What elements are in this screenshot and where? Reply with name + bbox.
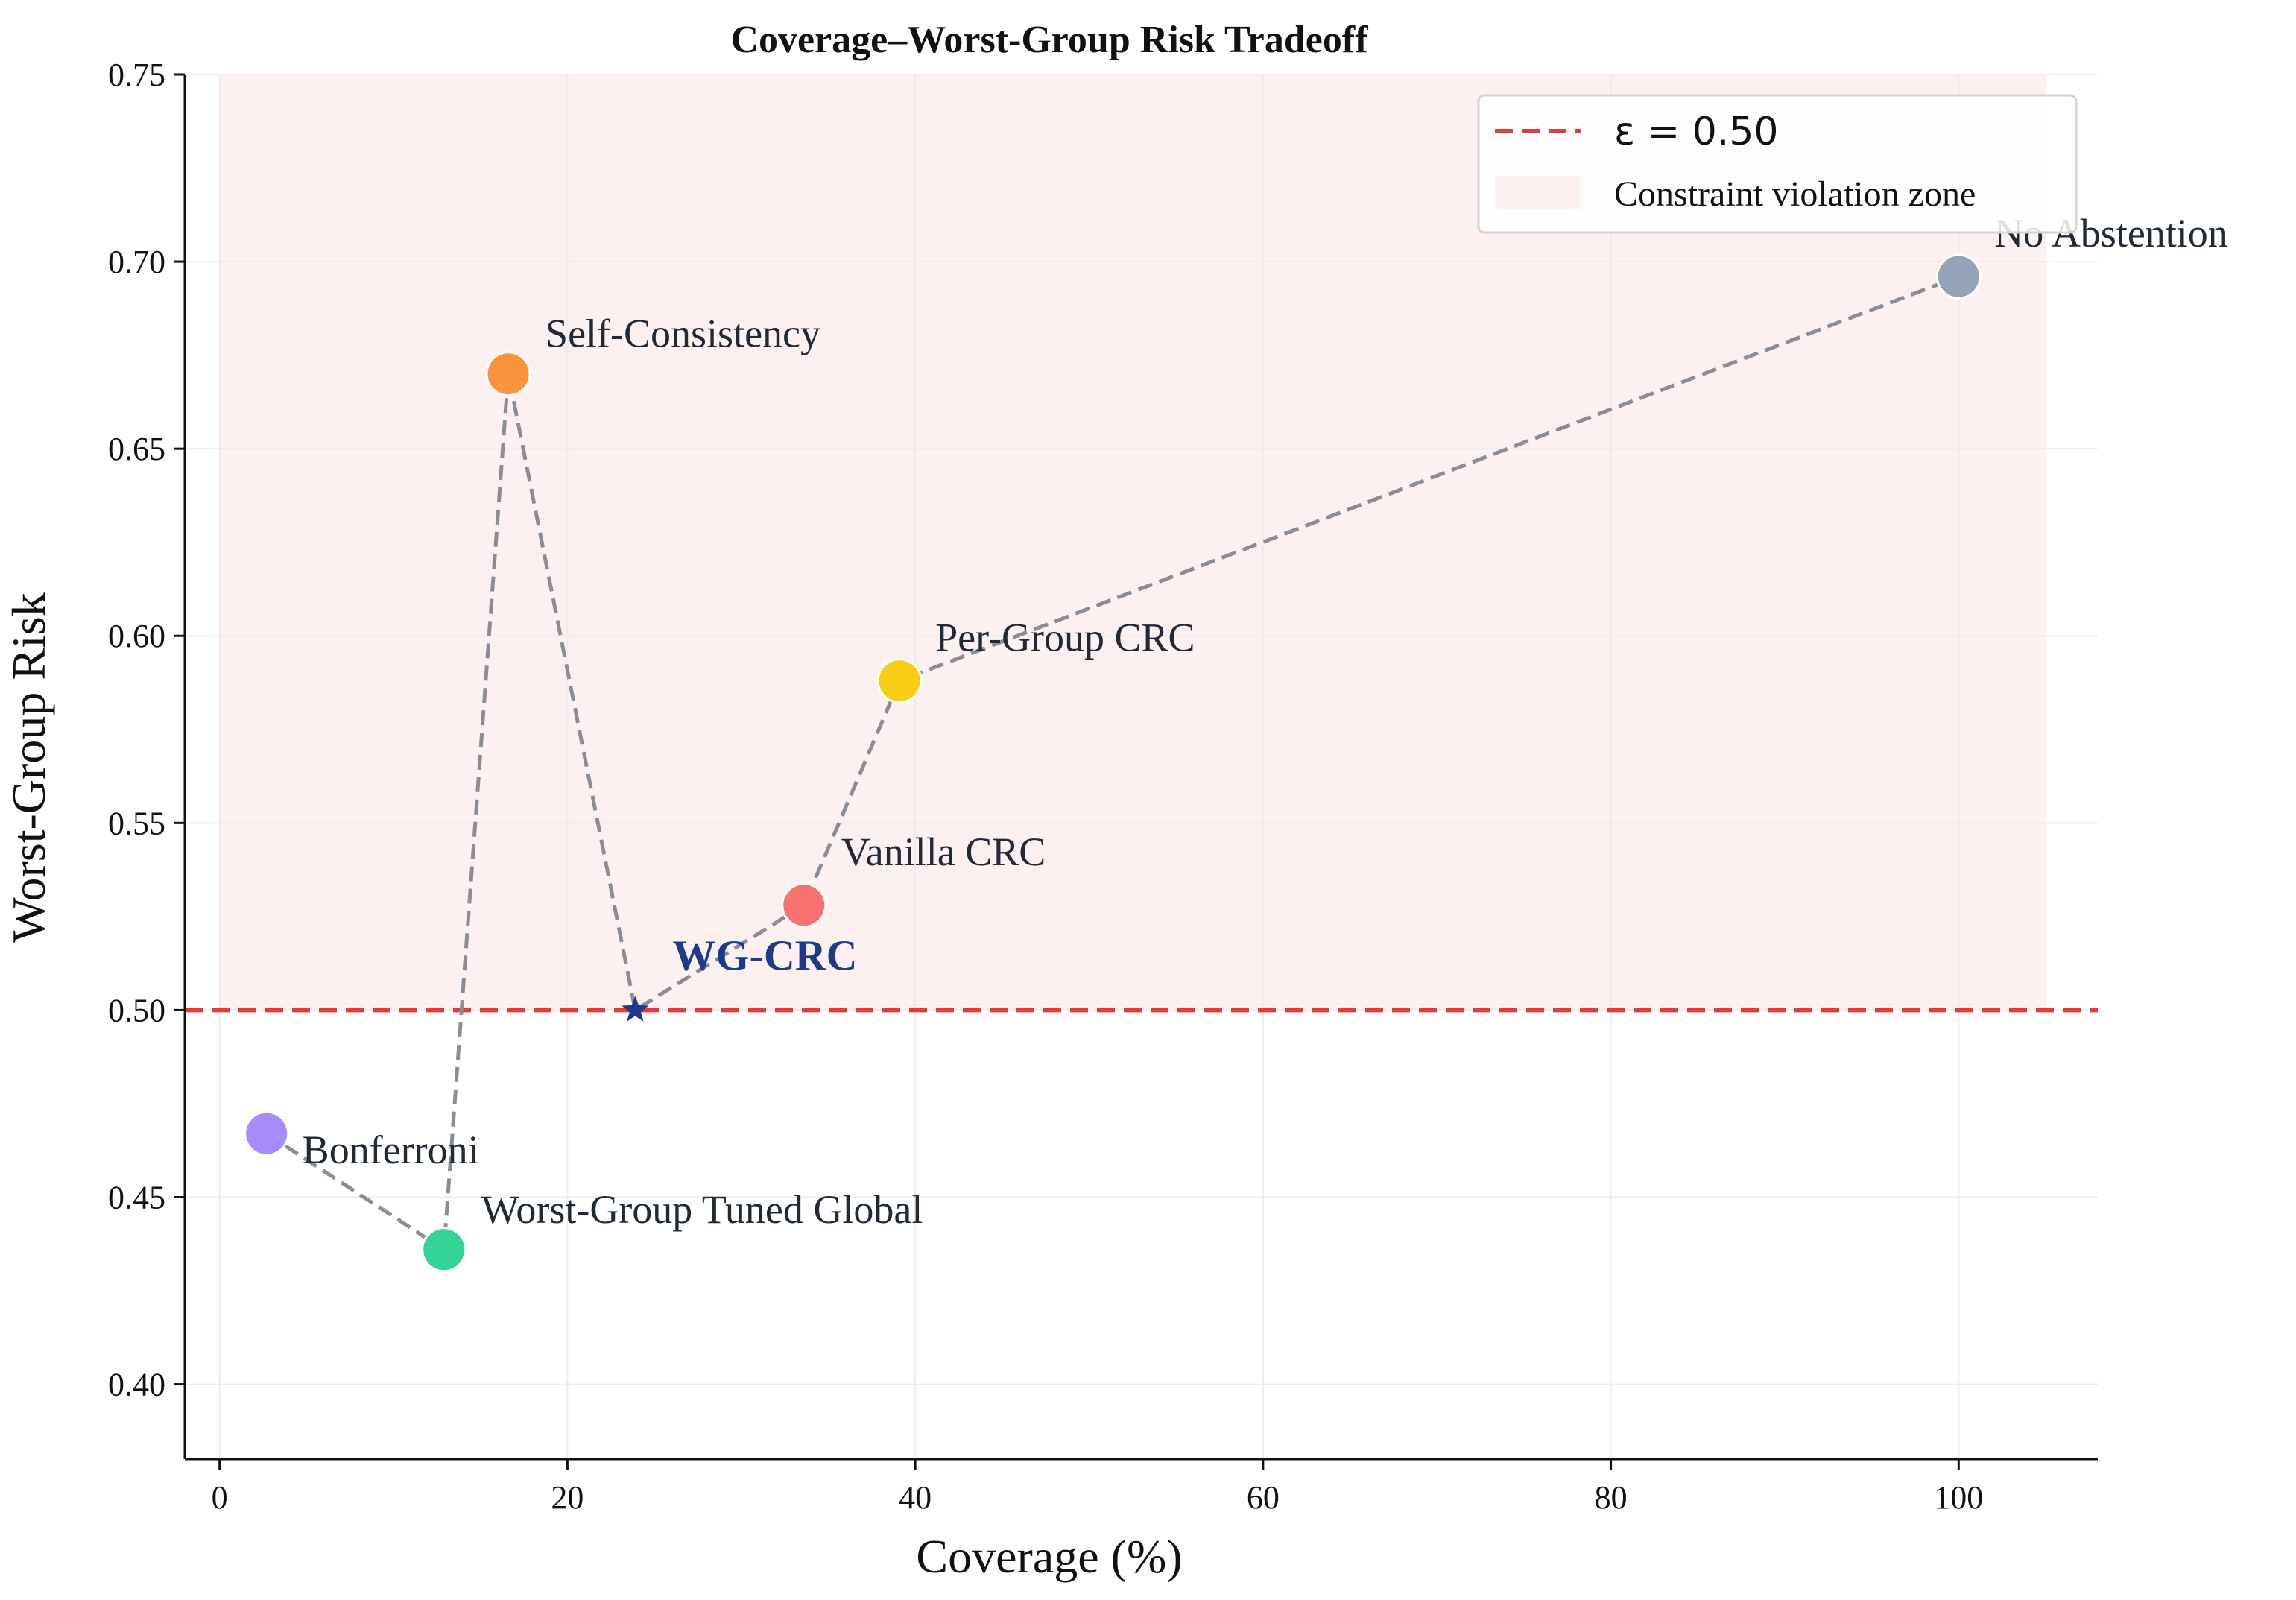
legend-threshold-label: ε = 0.50 (1614, 110, 1779, 154)
x-tick-label: 60 (1247, 1479, 1280, 1516)
y-axis-label: Worst-Group Risk (2, 592, 55, 943)
data-points (244, 253, 1982, 1273)
y-tick-label: 0.55 (108, 805, 165, 841)
point-no-abstention (1935, 253, 1982, 300)
x-tick-label: 100 (1934, 1479, 1983, 1516)
y-tick-label: 0.65 (108, 431, 165, 467)
legend-box (1477, 94, 2078, 234)
point-per-group-crc (876, 658, 923, 704)
y-tick-label: 0.70 (108, 244, 165, 280)
point-worst-group-tuned-global (421, 1227, 467, 1273)
x-axis-label: Coverage (%) (916, 1530, 1182, 1583)
x-tick-label: 0 (212, 1479, 228, 1516)
legend-zone-label: Constraint violation zone (1614, 174, 1976, 214)
point-vanilla-crc (781, 882, 827, 929)
y-tick-label: 0.50 (108, 992, 165, 1028)
grid (185, 74, 2098, 1459)
point-self-consistency (485, 351, 531, 397)
x-tick-label: 80 (1595, 1479, 1628, 1516)
legend-zone-swatch (1495, 176, 1581, 209)
label-worst-group-tuned-global: Worst-Group Tuned Global (481, 1187, 923, 1232)
ticks: 0 20 40 60 80 100 0.40 0.45 0.50 0.55 0.60 0.65 0.70… (108, 57, 1983, 1516)
legend: ε = 0.50 Constraint violation zone (1477, 94, 2078, 234)
y-tick-label: 0.75 (108, 57, 165, 93)
label-self-consistency: Self-Consistency (545, 312, 820, 356)
label-vanilla-crc: Vanilla CRC (841, 829, 1046, 874)
y-tick-label: 0.45 (108, 1179, 165, 1215)
x-tick-label: 20 (551, 1479, 584, 1516)
chart-title: Coverage–Worst-Group Risk Tradeoff (730, 19, 1368, 61)
label-bonferroni: Bonferroni (303, 1128, 479, 1172)
label-wg-crc: WG-CRC (672, 931, 857, 979)
y-tick-label: 0.40 (108, 1367, 165, 1403)
y-tick-label: 0.60 (108, 618, 165, 654)
x-tick-label: 40 (899, 1479, 932, 1516)
point-bonferroni (244, 1110, 290, 1157)
label-per-group-crc: Per-Group CRC (935, 616, 1195, 660)
point-wg-crc (622, 996, 649, 1022)
